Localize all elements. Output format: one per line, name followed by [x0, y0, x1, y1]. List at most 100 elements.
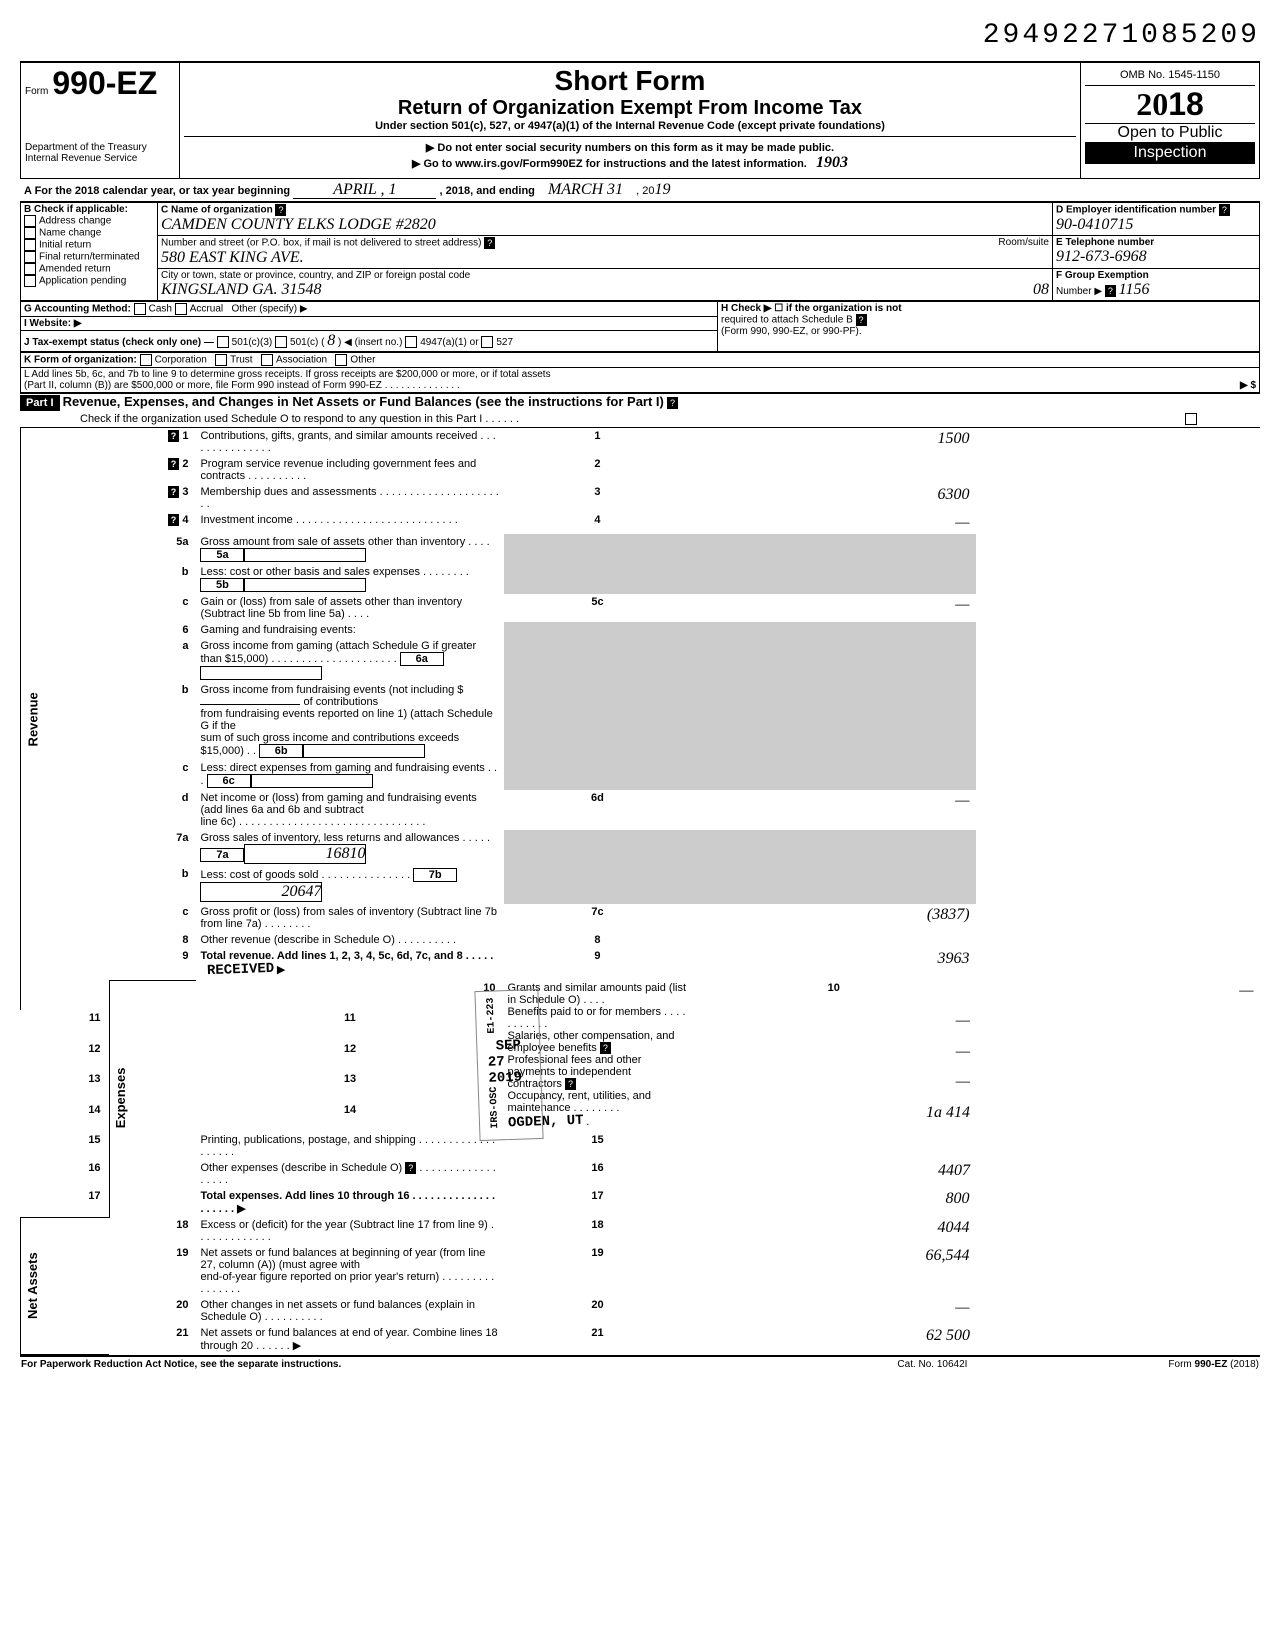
- line-a-mid: , 2018, and ending: [440, 185, 535, 197]
- help-icon: ?: [168, 486, 180, 498]
- stamp-date: SEP 27 2019: [488, 1038, 523, 1087]
- hw-city: KINGSLAND GA. 31548: [161, 281, 321, 298]
- dept-treasury: Department of the Treasury: [25, 142, 175, 153]
- checkbox-accrual[interactable]: [175, 303, 187, 315]
- j-insert: ) ◀ (insert no.): [338, 337, 402, 348]
- checkbox-501c3[interactable]: [217, 336, 229, 348]
- open-to-public: Open to Public: [1085, 124, 1255, 142]
- checkbox-pending[interactable]: [24, 275, 36, 287]
- opt-pending: Application pending: [39, 276, 126, 287]
- street-label: Number and street (or P.O. box, if mail …: [161, 238, 482, 249]
- help-icon: ?: [1105, 285, 1116, 297]
- checkbox-trust[interactable]: [215, 354, 227, 366]
- line-2-text: Program service revenue including govern…: [196, 456, 503, 484]
- checkbox-amended[interactable]: [24, 263, 36, 275]
- omb-number: OMB No. 1545-1150: [1085, 65, 1255, 86]
- form-number: 990-EZ: [52, 65, 157, 102]
- checkbox-assoc[interactable]: [261, 354, 273, 366]
- hw-end-month: MARCH 31: [538, 181, 633, 198]
- opt-name: Name change: [39, 228, 101, 239]
- help-icon: ?: [484, 237, 495, 249]
- goto-instr: ▶ Go to www.irs.gov/Form990EZ for instru…: [412, 158, 807, 170]
- line-21-text: Net assets or fund balances at end of ye…: [196, 1325, 503, 1354]
- line-15-text: Printing, publications, postage, and shi…: [196, 1132, 503, 1160]
- line-k-label: K Form of organization:: [24, 355, 137, 366]
- hw-phone: 912-673-6968: [1056, 248, 1147, 265]
- checkbox-4947[interactable]: [405, 336, 417, 348]
- line-19-1-text: Net assets or fund balances at beginning…: [200, 1247, 485, 1271]
- f-number-label: Number ▶: [1056, 286, 1102, 297]
- expenses-label: Expenses: [109, 980, 196, 1217]
- checkbox-527[interactable]: [481, 336, 493, 348]
- amt-14: 1a 414: [691, 1102, 976, 1132]
- checkbox-initial[interactable]: [24, 239, 36, 251]
- line-6b1-text: Gross income from fundraising events (no…: [200, 684, 463, 696]
- line-7a-text: Gross sales of inventory, less returns a…: [200, 832, 490, 844]
- help-icon: ?: [667, 397, 678, 409]
- revenue-label: Revenue: [21, 428, 110, 1010]
- line-5c-text: Gain or (loss) from sale of assets other…: [196, 594, 503, 622]
- j-527: 527: [496, 337, 513, 348]
- amt-7a: 16810: [244, 844, 366, 864]
- checkbox-final[interactable]: [24, 251, 36, 263]
- stamp-irs-osc: IRS-OSC: [489, 1086, 501, 1128]
- form-prefix: Form: [25, 86, 48, 97]
- k-trust: Trust: [230, 355, 252, 366]
- line-l-arrow: ▶ $: [1240, 380, 1256, 391]
- j-4947: 4947(a)(1) or: [420, 337, 478, 348]
- line-6-text: Gaming and fundraising events:: [196, 622, 503, 638]
- part1-lines: Revenue ? 1 Contributions, gifts, grants…: [20, 428, 1260, 1355]
- line-7c-text: Gross profit or (loss) from sales of inv…: [196, 904, 503, 932]
- part1-check-text: Check if the organization used Schedule …: [80, 413, 519, 425]
- line-l-text2: (Part II, column (B)) are $500,000 or mo…: [24, 380, 460, 391]
- document-locator-number: 29492271085209: [20, 20, 1260, 51]
- g-accrual: Accrual: [190, 304, 223, 315]
- checkbox-cash[interactable]: [134, 303, 146, 315]
- line-18-text: Excess or (deficit) for the year (Subtra…: [196, 1217, 503, 1245]
- irs-label: Internal Revenue Service: [25, 153, 175, 164]
- line-i-label: I Website: ▶: [24, 318, 82, 329]
- line-h-label2: required to attach Schedule B: [721, 315, 853, 326]
- line-d-label: D Employer identification number: [1056, 205, 1216, 216]
- inspection-label: Inspection: [1085, 142, 1255, 164]
- help-icon: ?: [168, 458, 180, 470]
- line-e-label: E Telephone number: [1056, 237, 1154, 248]
- hw-room: 08: [1033, 281, 1049, 299]
- checkbox-other[interactable]: [335, 354, 347, 366]
- part1-label: Part I: [20, 395, 60, 411]
- amt-1: 1500: [691, 428, 976, 456]
- amt-9: 3963: [691, 948, 976, 980]
- hw-org-name: CAMDEN COUNTY ELKS LODGE #2820: [161, 216, 436, 233]
- line-7b-text: Less: cost of goods sold . . . . . . . .…: [200, 869, 410, 881]
- amt-17: 800: [691, 1188, 976, 1217]
- j-501c: 501(c) (: [290, 337, 324, 348]
- line-4-text: Investment income . . . . . . . . . . . …: [196, 512, 503, 534]
- amt-7c: (3837): [691, 904, 976, 932]
- opt-final: Final return/terminated: [39, 252, 140, 263]
- city-label: City or town, state or province, country…: [161, 270, 470, 281]
- hw-ein: 90-0410715: [1056, 216, 1133, 233]
- short-form-title: Short Form: [184, 65, 1076, 97]
- under-section: Under section 501(c), 527, or 4947(a)(1)…: [184, 120, 1076, 132]
- amt-16: 4407: [691, 1160, 976, 1188]
- entity-info-block: B Check if applicable: Address change Na…: [20, 202, 1260, 301]
- amt-18: 4044: [691, 1217, 976, 1245]
- checkbox-schedule-o[interactable]: [1185, 413, 1197, 425]
- amt-7b: 20647: [200, 882, 322, 902]
- line-h-label: H Check ▶ ☐ if the organization is not: [721, 303, 902, 314]
- line-20-text: Other changes in net assets or fund bala…: [196, 1297, 503, 1325]
- line-l-text: L Add lines 5b, 6c, and 7b to line 9 to …: [24, 369, 551, 380]
- checkbox-name-change[interactable]: [24, 227, 36, 239]
- hw-1903: 1903: [816, 154, 848, 171]
- line-6d2-text: line 6c) . . . . . . . . . . . . . . . .…: [200, 816, 425, 828]
- line-17-text: Total expenses. Add lines 10 through 16 …: [200, 1190, 495, 1215]
- netassets-label: Net Assets: [21, 1217, 110, 1354]
- help-icon: ?: [168, 430, 180, 442]
- checkbox-address-change[interactable]: [24, 215, 36, 227]
- line-3-text: Membership dues and assessments . . . . …: [196, 484, 503, 512]
- line-19-2-text: end-of-year figure reported on prior yea…: [200, 1271, 494, 1295]
- checkbox-501c[interactable]: [275, 336, 287, 348]
- checkbox-corp[interactable]: [140, 354, 152, 366]
- line-b-label: B Check if applicable:: [24, 204, 128, 215]
- form-header-table: Form 990-EZ Department of the Treasury I…: [20, 61, 1260, 179]
